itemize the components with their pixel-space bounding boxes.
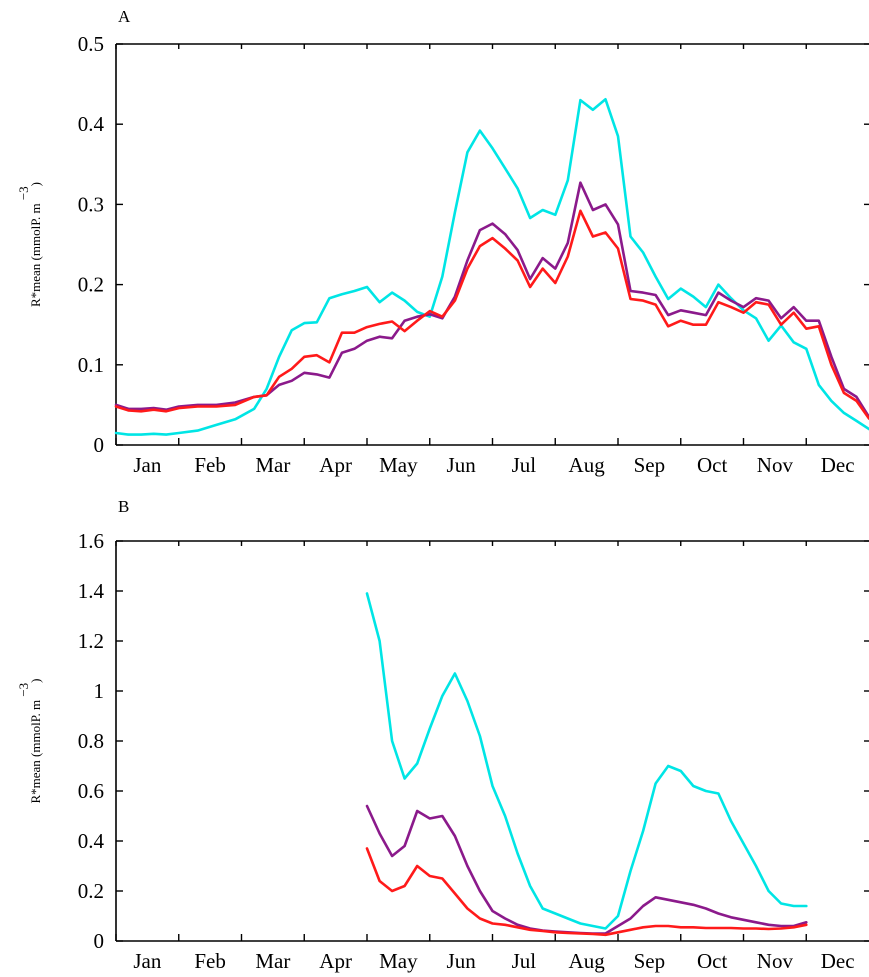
series-line-2 xyxy=(114,181,869,419)
month-label: Oct xyxy=(697,949,727,973)
y-tick-label: 0.2 xyxy=(78,879,104,903)
y-tick-label: 0 xyxy=(94,433,105,457)
month-label: Nov xyxy=(757,949,794,973)
chart-panel-a: A 0 0.1 0.2 0.3 0.4 0.5 Jan Feb Mar Apr May Jun Jul Au… xyxy=(16,7,869,477)
y-tick-label: 0.2 xyxy=(78,273,104,297)
month-label: Mar xyxy=(255,453,290,477)
series-line-1 xyxy=(114,98,869,436)
y-tick-label: 0.4 xyxy=(78,829,105,853)
y-tick-label: 1 xyxy=(94,679,105,703)
month-label: Sep xyxy=(634,949,666,973)
y-axis-label-exponent: −3 xyxy=(16,683,31,697)
month-label: May xyxy=(379,949,418,973)
y-axis-label-main: R*mean (mmolP. m xyxy=(28,697,43,804)
y-tick-label: 0.5 xyxy=(78,32,104,56)
y-axis-label-close: ) xyxy=(28,678,43,682)
month-label: Apr xyxy=(319,949,352,973)
y-axis-label-close: ) xyxy=(28,182,43,186)
y-axis-label-exponent: −3 xyxy=(16,186,31,200)
month-label: Nov xyxy=(757,453,794,477)
y-tick-label: 0.3 xyxy=(78,192,104,216)
month-label: Oct xyxy=(697,453,727,477)
month-label: Aug xyxy=(569,453,606,477)
month-label: Jul xyxy=(512,453,537,477)
month-label: Jun xyxy=(447,453,477,477)
y-axis-label: R*mean (mmolP. m −3) xyxy=(16,678,43,803)
series-line-3 xyxy=(365,847,808,937)
month-label: Jan xyxy=(133,949,161,973)
month-label: Dec xyxy=(821,453,855,477)
series-line-3 xyxy=(114,209,869,420)
month-label: Jul xyxy=(512,949,537,973)
y-tick-label: 0.6 xyxy=(78,779,104,803)
y-tick-label: 1.6 xyxy=(78,529,104,553)
y-tick-label: 1.2 xyxy=(78,629,104,653)
chart-panel-b: B 0 0.2 0.4 0.6 0.8 1 1.2 1.4 1.6 Jan Feb Mar Apr May J… xyxy=(16,497,869,973)
month-label: Jan xyxy=(133,453,161,477)
y-tick-label: 0.1 xyxy=(78,353,104,377)
y-tick-label: 0.8 xyxy=(78,729,104,753)
month-label: May xyxy=(379,453,418,477)
series-line-1 xyxy=(365,592,808,930)
month-label: Aug xyxy=(569,949,606,973)
month-label: Feb xyxy=(194,453,226,477)
panel-label: A xyxy=(118,7,131,26)
month-label: Mar xyxy=(255,949,290,973)
y-axis-label-main: R*mean (mmolP. m xyxy=(28,200,43,307)
y-tick-label: 0.4 xyxy=(78,112,105,136)
month-label: Feb xyxy=(194,949,226,973)
y-tick-label: 0 xyxy=(94,929,105,953)
month-label: Sep xyxy=(634,453,666,477)
month-label: Dec xyxy=(821,949,855,973)
month-label: Jun xyxy=(447,949,477,973)
y-axis-label: R*mean (mmolP. m −3) xyxy=(16,182,43,307)
series-line-2 xyxy=(365,804,808,935)
y-tick-label: 1.4 xyxy=(78,579,105,603)
month-label: Apr xyxy=(319,453,352,477)
panel-label: B xyxy=(118,497,129,516)
